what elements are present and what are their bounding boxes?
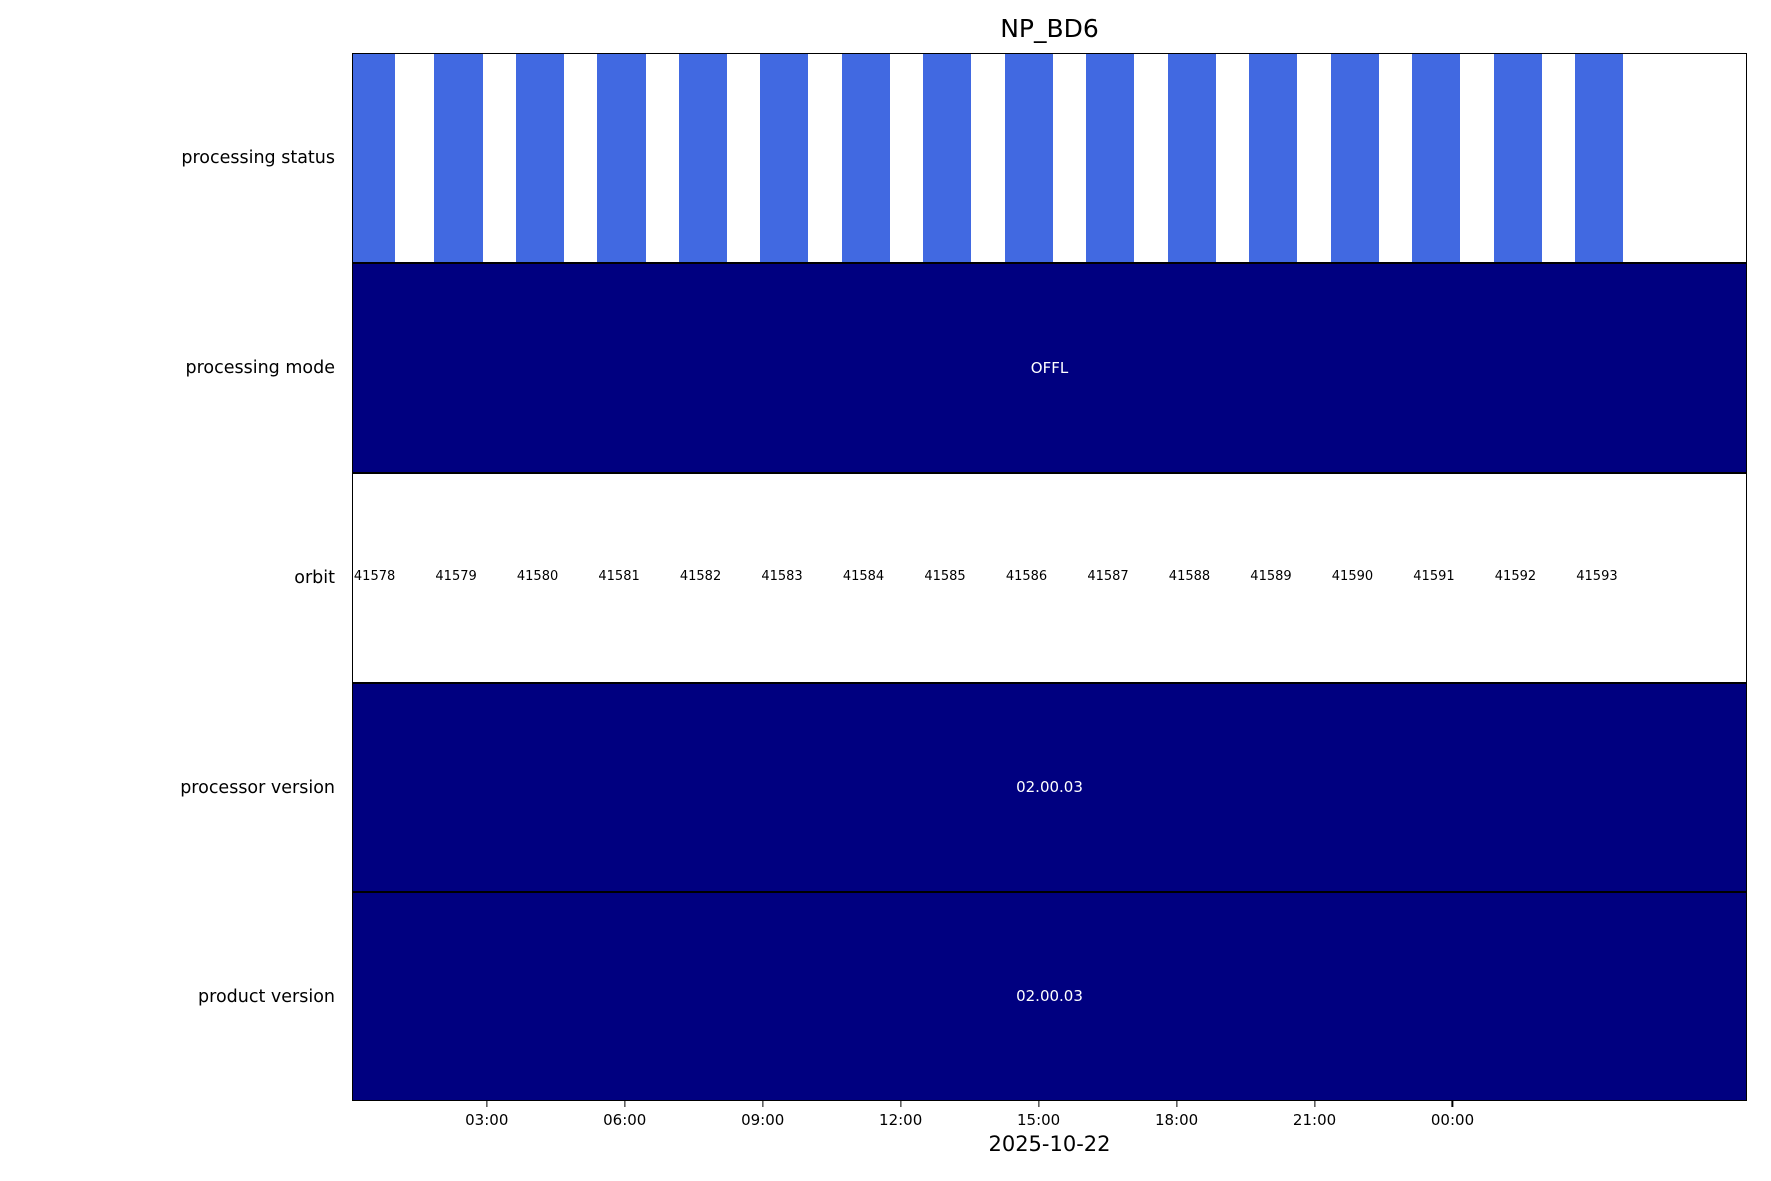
status-bar[interactable] xyxy=(1412,54,1461,262)
orbit-label: 41579 xyxy=(435,569,477,584)
x-axis-tick-mark xyxy=(1175,1101,1178,1107)
x-axis-tick-mark xyxy=(624,1101,626,1107)
row-processing-mode[interactable]: OFFL xyxy=(352,263,1747,473)
orbit-label: 41587 xyxy=(1087,569,1129,584)
orbit-label: 41581 xyxy=(598,569,640,584)
orbit-label: 41588 xyxy=(1168,569,1211,584)
orbit-label: 41586 xyxy=(1005,569,1048,584)
status-bar[interactable] xyxy=(1086,54,1135,262)
x-axis-tick-mark xyxy=(1451,1101,1454,1107)
status-bar[interactable] xyxy=(1167,54,1216,262)
x-axis: 03:00 06:00 09:00 12:00 15:00 18:00 21:00 00:00 xyxy=(352,1101,1747,1141)
x-axis-tick-label: 09:00 xyxy=(741,1111,785,1129)
orbit-label: 41578 xyxy=(353,569,396,584)
x-axis-tick: 18:00 xyxy=(1155,1101,1198,1129)
status-bar-group xyxy=(353,54,1746,262)
orbit-label: 41590 xyxy=(1331,569,1374,584)
orbit-label: 41584 xyxy=(842,569,885,584)
row-label-product-version: product version xyxy=(198,987,335,1007)
x-axis-tick: 09:00 xyxy=(741,1101,784,1129)
x-axis-tick-mark xyxy=(762,1101,764,1107)
status-bar[interactable] xyxy=(760,54,809,262)
x-axis-tick-label: 15:00 xyxy=(1016,1111,1061,1129)
status-bar[interactable] xyxy=(1249,54,1298,262)
x-axis-tick: 03:00 xyxy=(465,1101,508,1129)
status-bar[interactable] xyxy=(434,54,483,262)
x-axis-tick-label: 06:00 xyxy=(603,1111,647,1129)
x-axis-tick: 06:00 xyxy=(603,1101,646,1129)
status-bar[interactable] xyxy=(678,54,727,262)
x-axis-tick-label: 18:00 xyxy=(1154,1111,1199,1129)
x-axis-tick: 12:00 xyxy=(879,1101,922,1129)
orbit-label: 41583 xyxy=(761,569,803,584)
orbit-label: 41585 xyxy=(924,569,966,584)
x-axis-tick-mark xyxy=(486,1101,488,1107)
row-product-version[interactable]: 02.00.03 xyxy=(352,892,1747,1101)
status-bar[interactable] xyxy=(1493,54,1542,262)
row-label-processor-version: processor version xyxy=(180,778,335,798)
status-bar[interactable] xyxy=(923,54,972,262)
row-label-processing-status: processing status xyxy=(181,148,335,168)
status-bar[interactable] xyxy=(1575,54,1624,262)
orbit-label: 41580 xyxy=(516,569,559,584)
status-bar[interactable] xyxy=(515,54,565,262)
x-axis-tick: 15:00 xyxy=(1017,1101,1060,1129)
x-axis-tick-label: 21:00 xyxy=(1292,1111,1337,1129)
product-version-value: 02.00.03 xyxy=(1016,987,1083,1005)
orbit-label: 41582 xyxy=(679,569,722,584)
status-bar[interactable] xyxy=(841,54,890,262)
processing-mode-value: OFFL xyxy=(1030,359,1069,377)
x-axis-tick: 00:00 xyxy=(1431,1101,1474,1129)
orbit-label: 41592 xyxy=(1494,569,1537,584)
row-processor-version[interactable]: 02.00.03 xyxy=(352,683,1747,892)
status-bar[interactable] xyxy=(1004,54,1053,262)
x-axis-tick-label: 12:00 xyxy=(879,1111,923,1129)
page-title: NP_BD6 xyxy=(1000,14,1099,43)
x-axis-tick: 21:00 xyxy=(1293,1101,1336,1129)
orbit-label: 41591 xyxy=(1413,569,1455,584)
orbit-label-group: 41578 41579 41580 41581 41582 41583 41584 41585… xyxy=(353,474,1746,682)
orbit-label: 41593 xyxy=(1576,569,1618,584)
orbit-label: 41589 xyxy=(1250,569,1292,584)
row-processing-status[interactable] xyxy=(352,53,1747,263)
x-axis-tick-mark xyxy=(1037,1101,1040,1107)
x-axis-tick-label: 00:00 xyxy=(1430,1111,1475,1129)
row-orbit[interactable]: 41578 41579 41580 41581 41582 41583 41584 41585… xyxy=(352,473,1747,683)
row-label-processing-mode: processing mode xyxy=(185,358,335,378)
x-axis-tick-label: 03:00 xyxy=(465,1111,509,1129)
x-axis-label: 2025-10-22 xyxy=(988,1132,1111,1156)
x-axis-tick-mark xyxy=(1313,1101,1316,1107)
row-label-orbit: orbit xyxy=(294,568,335,588)
processor-version-value: 02.00.03 xyxy=(1016,778,1083,796)
status-bar[interactable] xyxy=(597,54,646,262)
status-bar[interactable] xyxy=(353,54,396,262)
x-axis-tick-mark xyxy=(899,1101,902,1107)
plot-area: OFFL 41578 41579 41580 41581 41582 41583 41584… xyxy=(352,53,1747,1101)
status-bar[interactable] xyxy=(1330,54,1379,262)
